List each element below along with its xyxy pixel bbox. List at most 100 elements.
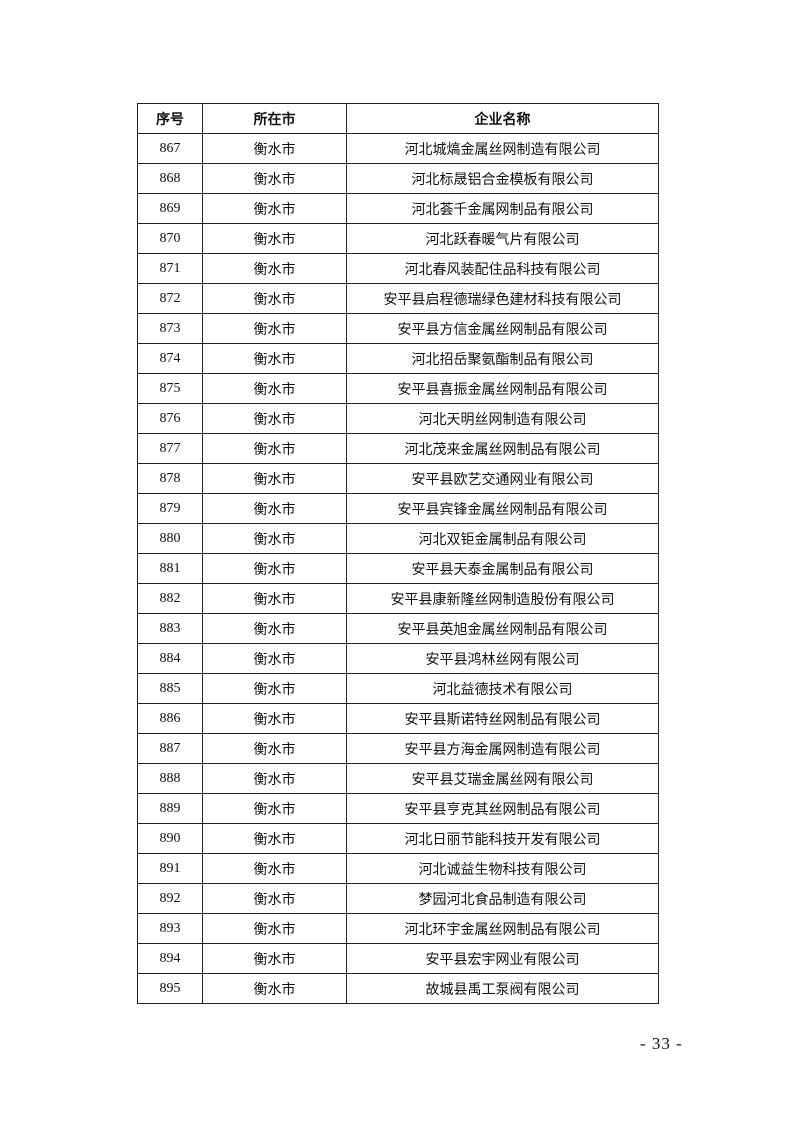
cell-company: 河北诚益生物科技有限公司: [346, 853, 659, 884]
enterprise-table: 序号 所在市 企业名称 867 衡水市 河北城熇金属丝网制造有限公司 868 衡水市 河北…: [137, 103, 659, 1004]
table-row: 890 衡水市 河北日丽节能科技开发有限公司: [137, 823, 659, 854]
table-row: 871 衡水市 河北春风装配住品科技有限公司: [137, 253, 659, 284]
cell-company: 安平县启程德瑞绿色建材科技有限公司: [346, 283, 659, 314]
cell-city: 衡水市: [202, 523, 347, 554]
cell-city: 衡水市: [202, 613, 347, 644]
cell-company: 河北茂来金属丝网制品有限公司: [346, 433, 659, 464]
table-row: 891 衡水市 河北诚益生物科技有限公司: [137, 853, 659, 884]
cell-city: 衡水市: [202, 403, 347, 434]
cell-company: 故城县禹工泵阀有限公司: [346, 973, 659, 1004]
cell-city: 衡水市: [202, 943, 347, 974]
cell-serial: 873: [137, 313, 203, 344]
cell-serial: 891: [137, 853, 203, 884]
cell-city: 衡水市: [202, 283, 347, 314]
table-row: 873 衡水市 安平县方信金属丝网制品有限公司: [137, 313, 659, 344]
cell-company: 安平县喜振金属丝网制品有限公司: [346, 373, 659, 404]
cell-company: 河北招岳聚氨酯制品有限公司: [346, 343, 659, 374]
cell-serial: 882: [137, 583, 203, 614]
cell-company: 河北荟千金属网制品有限公司: [346, 193, 659, 224]
table-header-row: 序号 所在市 企业名称: [137, 103, 659, 134]
cell-city: 衡水市: [202, 733, 347, 764]
cell-serial: 888: [137, 763, 203, 794]
cell-city: 衡水市: [202, 343, 347, 374]
table-row: 882 衡水市 安平县康新隆丝网制造股份有限公司: [137, 583, 659, 614]
table-row: 867 衡水市 河北城熇金属丝网制造有限公司: [137, 133, 659, 164]
table-row: 894 衡水市 安平县宏宇网业有限公司: [137, 943, 659, 974]
cell-company: 河北益德技术有限公司: [346, 673, 659, 704]
cell-city: 衡水市: [202, 703, 347, 734]
cell-company: 河北环宇金属丝网制品有限公司: [346, 913, 659, 944]
cell-serial: 885: [137, 673, 203, 704]
table-row: 876 衡水市 河北天明丝网制造有限公司: [137, 403, 659, 434]
cell-serial: 879: [137, 493, 203, 524]
cell-company: 河北双钜金属制品有限公司: [346, 523, 659, 554]
cell-company: 河北天明丝网制造有限公司: [346, 403, 659, 434]
table-row: 886 衡水市 安平县斯诺特丝网制品有限公司: [137, 703, 659, 734]
cell-company: 安平县宏宇网业有限公司: [346, 943, 659, 974]
cell-serial: 869: [137, 193, 203, 224]
cell-serial: 889: [137, 793, 203, 824]
cell-city: 衡水市: [202, 883, 347, 914]
cell-city: 衡水市: [202, 583, 347, 614]
cell-company: 安平县宾锋金属丝网制品有限公司: [346, 493, 659, 524]
cell-city: 衡水市: [202, 913, 347, 944]
cell-serial: 886: [137, 703, 203, 734]
table-body: 867 衡水市 河北城熇金属丝网制造有限公司 868 衡水市 河北标晟铝合金模板有限公司 8…: [137, 133, 659, 1004]
table-row: 895 衡水市 故城县禹工泵阀有限公司: [137, 973, 659, 1004]
page-number: - 33 -: [640, 1034, 683, 1053]
cell-city: 衡水市: [202, 793, 347, 824]
cell-serial: 878: [137, 463, 203, 494]
cell-serial: 894: [137, 943, 203, 974]
cell-city: 衡水市: [202, 643, 347, 674]
cell-serial: 870: [137, 223, 203, 254]
cell-serial: 884: [137, 643, 203, 674]
cell-company: 安平县艾瑞金属丝网有限公司: [346, 763, 659, 794]
cell-serial: 892: [137, 883, 203, 914]
cell-company: 安平县鸿林丝网有限公司: [346, 643, 659, 674]
cell-company: 安平县英旭金属丝网制品有限公司: [346, 613, 659, 644]
table-row: 874 衡水市 河北招岳聚氨酯制品有限公司: [137, 343, 659, 374]
table-row: 887 衡水市 安平县方海金属网制造有限公司: [137, 733, 659, 764]
table-row: 878 衡水市 安平县欧艺交通网业有限公司: [137, 463, 659, 494]
header-city: 所在市: [202, 103, 347, 134]
cell-serial: 883: [137, 613, 203, 644]
cell-company: 安平县斯诺特丝网制品有限公司: [346, 703, 659, 734]
table-row: 879 衡水市 安平县宾锋金属丝网制品有限公司: [137, 493, 659, 524]
cell-serial: 875: [137, 373, 203, 404]
cell-city: 衡水市: [202, 763, 347, 794]
table-row: 889 衡水市 安平县亨克其丝网制品有限公司: [137, 793, 659, 824]
cell-city: 衡水市: [202, 163, 347, 194]
cell-serial: 876: [137, 403, 203, 434]
cell-city: 衡水市: [202, 433, 347, 464]
cell-company: 河北跃春暖气片有限公司: [346, 223, 659, 254]
table-row: 880 衡水市 河北双钜金属制品有限公司: [137, 523, 659, 554]
cell-company: 河北日丽节能科技开发有限公司: [346, 823, 659, 854]
cell-city: 衡水市: [202, 823, 347, 854]
cell-serial: 881: [137, 553, 203, 584]
cell-serial: 893: [137, 913, 203, 944]
cell-city: 衡水市: [202, 973, 347, 1004]
table-row: 872 衡水市 安平县启程德瑞绿色建材科技有限公司: [137, 283, 659, 314]
cell-city: 衡水市: [202, 193, 347, 224]
table-row: 869 衡水市 河北荟千金属网制品有限公司: [137, 193, 659, 224]
table-row: 883 衡水市 安平县英旭金属丝网制品有限公司: [137, 613, 659, 644]
table-row: 877 衡水市 河北茂来金属丝网制品有限公司: [137, 433, 659, 464]
cell-city: 衡水市: [202, 313, 347, 344]
cell-company: 河北春风装配住品科技有限公司: [346, 253, 659, 284]
cell-serial: 890: [137, 823, 203, 854]
cell-serial: 868: [137, 163, 203, 194]
cell-city: 衡水市: [202, 493, 347, 524]
table-row: 884 衡水市 安平县鸿林丝网有限公司: [137, 643, 659, 674]
cell-city: 衡水市: [202, 223, 347, 254]
cell-serial: 867: [137, 133, 203, 164]
cell-company: 安平县方信金属丝网制品有限公司: [346, 313, 659, 344]
cell-city: 衡水市: [202, 373, 347, 404]
header-company: 企业名称: [346, 103, 659, 134]
cell-serial: 880: [137, 523, 203, 554]
table-row: 888 衡水市 安平县艾瑞金属丝网有限公司: [137, 763, 659, 794]
cell-company: 河北标晟铝合金模板有限公司: [346, 163, 659, 194]
cell-city: 衡水市: [202, 853, 347, 884]
cell-company: 安平县亨克其丝网制品有限公司: [346, 793, 659, 824]
cell-serial: 895: [137, 973, 203, 1004]
cell-city: 衡水市: [202, 253, 347, 284]
